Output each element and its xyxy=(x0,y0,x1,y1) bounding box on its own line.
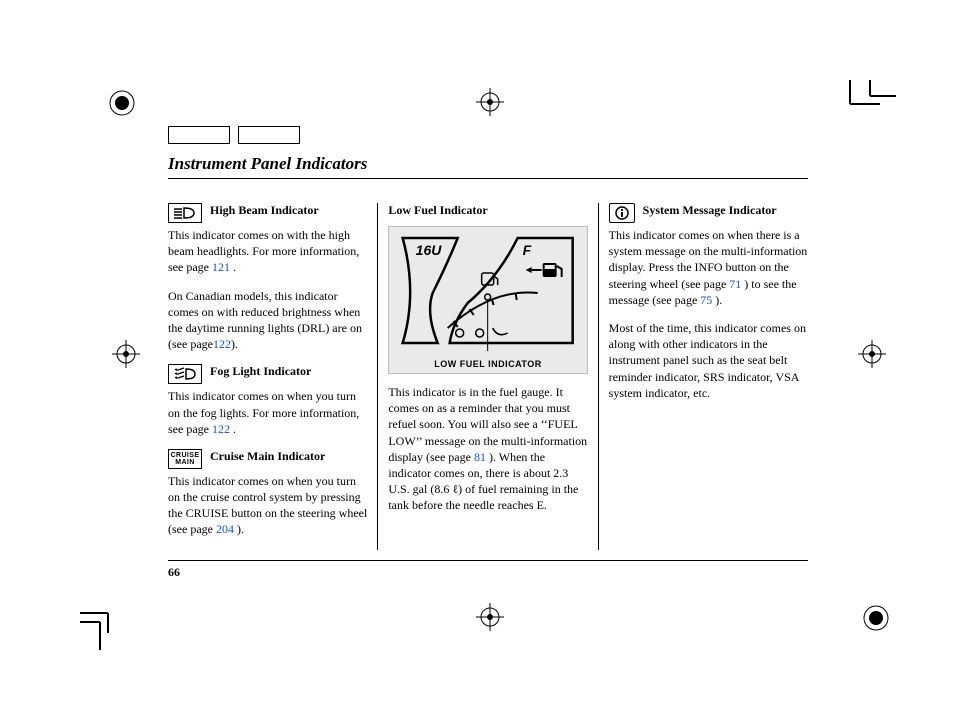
page-title: Instrument Panel Indicators xyxy=(168,154,808,179)
cruise-icon-line2: MAIN xyxy=(175,459,195,466)
high-beam-body-2: On Canadian models, this indicator comes… xyxy=(168,288,367,353)
registration-cross-icon xyxy=(476,88,504,116)
registration-mark-icon xyxy=(108,89,136,117)
crop-mark-icon xyxy=(80,610,120,650)
registration-cross-icon xyxy=(112,340,140,368)
svg-text:16U: 16U xyxy=(416,242,443,258)
page-link[interactable]: 71 xyxy=(729,277,741,291)
page-link[interactable]: 75 xyxy=(700,293,712,307)
header-box xyxy=(238,126,300,144)
system-message-body-1: This indicator comes on when there is a … xyxy=(609,227,808,308)
fog-light-title: Fog Light Indicator xyxy=(210,364,311,379)
page-link[interactable]: 81 xyxy=(474,450,486,464)
cruise-main-body: This indicator comes on when you turn on… xyxy=(168,473,367,538)
registration-cross-icon xyxy=(858,340,886,368)
page-link[interactable]: 122 xyxy=(212,422,230,436)
low-fuel-title: Low Fuel Indicator xyxy=(388,203,587,218)
page-link[interactable]: 204 xyxy=(216,522,234,536)
crop-mark-icon xyxy=(856,80,896,120)
high-beam-title: High Beam Indicator xyxy=(210,203,319,218)
page-link[interactable]: 122 xyxy=(213,337,231,351)
figure-caption: LOW FUEL INDICATOR xyxy=(395,359,580,369)
low-fuel-figure: 16U F xyxy=(388,226,587,374)
registration-cross-icon xyxy=(476,603,504,631)
registration-mark-icon xyxy=(862,604,890,632)
high-beam-icon xyxy=(168,203,202,223)
header-boxes xyxy=(168,126,808,144)
fog-light-body: This indicator comes on when you turn on… xyxy=(168,388,367,437)
system-message-icon xyxy=(609,203,635,223)
fog-light-icon xyxy=(168,364,202,384)
page-link[interactable]: 121 xyxy=(212,260,230,274)
cruise-main-title: Cruise Main Indicator xyxy=(210,449,325,464)
svg-text:F: F xyxy=(523,242,532,258)
page-content: Instrument Panel Indicators High Beam In… xyxy=(168,126,808,550)
low-fuel-body: This indicator is in the fuel gauge. It … xyxy=(388,384,587,514)
high-beam-body-1: This indicator comes on with the high be… xyxy=(168,227,367,276)
system-message-body-2: Most of the time, this indicator comes o… xyxy=(609,320,808,401)
column-2: Low Fuel Indicator 16U F xyxy=(378,203,597,550)
column-1: High Beam Indicator This indicator comes… xyxy=(168,203,377,550)
page-number: 66 xyxy=(168,560,808,580)
header-box xyxy=(168,126,230,144)
system-message-title: System Message Indicator xyxy=(643,203,777,218)
cruise-icon-line1: CRUISE xyxy=(171,452,200,459)
column-3: System Message Indicator This indicator … xyxy=(599,203,808,550)
cruise-main-icon: CRUISE MAIN xyxy=(168,449,202,469)
